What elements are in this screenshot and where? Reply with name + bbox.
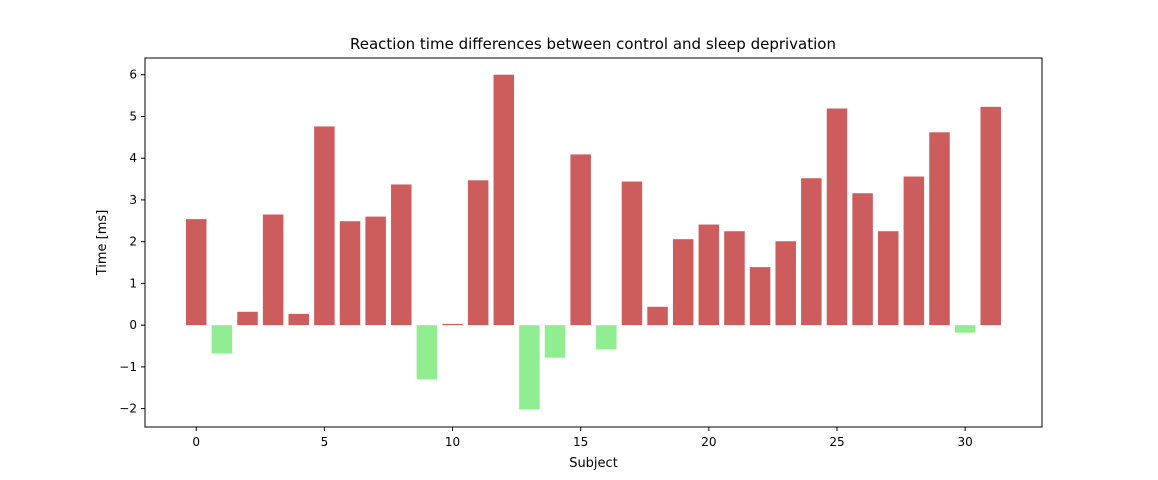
- bar-subject-3: [262, 214, 284, 326]
- chart-title: Reaction time differences between contro…: [350, 35, 836, 53]
- bars-group: [186, 74, 1001, 410]
- y-axis-ticks: −2 −1 0 1 2 3 4 5 6: [119, 68, 145, 416]
- bar-subject-29: [929, 132, 950, 326]
- bar-subject-21: [724, 231, 745, 326]
- y-tick-label: 5: [129, 109, 137, 123]
- x-tick-label: 20: [701, 435, 716, 449]
- x-tick-label: 5: [321, 435, 329, 449]
- bar-subject-8: [391, 184, 412, 326]
- y-tick-label: 4: [129, 151, 137, 165]
- bar-subject-10: [442, 323, 463, 326]
- bar-subject-31: [980, 106, 1001, 326]
- y-tick-label: 0: [129, 318, 137, 332]
- bar-subject-30: [954, 325, 976, 333]
- x-tick-label: 0: [192, 435, 200, 449]
- y-tick-label: −1: [119, 360, 137, 374]
- x-tick-label: 10: [445, 435, 460, 449]
- y-tick-label: 2: [129, 235, 137, 249]
- bar-subject-14: [544, 325, 566, 358]
- bar-subject-17: [621, 181, 643, 326]
- bar-subject-0: [186, 219, 207, 326]
- bar-subject-15: [570, 154, 591, 326]
- y-tick-label: 6: [129, 68, 137, 82]
- plot-frame: [144, 57, 1043, 428]
- x-tick-label: 30: [957, 435, 972, 449]
- bar-subject-26: [852, 193, 873, 326]
- x-axis-label: Subject: [569, 456, 618, 471]
- y-tick-label: −2: [119, 402, 137, 416]
- bar-subject-12: [493, 74, 515, 326]
- y-tick-label: 1: [129, 276, 137, 290]
- bar-subject-25: [826, 108, 848, 326]
- bar-subject-4: [288, 313, 310, 326]
- bar-subject-2: [237, 311, 258, 326]
- bar-subject-7: [365, 216, 386, 326]
- bar-subject-19: [672, 239, 694, 326]
- bar-subject-1: [211, 325, 233, 354]
- bar-subject-24: [801, 178, 822, 326]
- bar-subject-23: [775, 241, 796, 326]
- bar-subject-22: [749, 267, 771, 326]
- bar-subject-16: [596, 325, 617, 350]
- bar-subject-18: [647, 306, 668, 326]
- bar-subject-9: [416, 325, 438, 380]
- y-axis-label: Time [ms]: [95, 210, 110, 277]
- bar-subject-5: [314, 126, 335, 326]
- bar-subject-28: [903, 176, 925, 326]
- bar-subject-20: [698, 224, 720, 326]
- bar-subject-6: [339, 221, 361, 326]
- y-tick-label: 3: [129, 193, 137, 207]
- x-tick-label: 25: [829, 435, 844, 449]
- x-tick-label: 15: [573, 435, 588, 449]
- bar-subject-13: [519, 325, 540, 410]
- bar-subject-11: [467, 180, 489, 326]
- x-axis-ticks: 0 5 10 15 20 25 30: [192, 427, 973, 449]
- bar-subject-27: [877, 231, 899, 326]
